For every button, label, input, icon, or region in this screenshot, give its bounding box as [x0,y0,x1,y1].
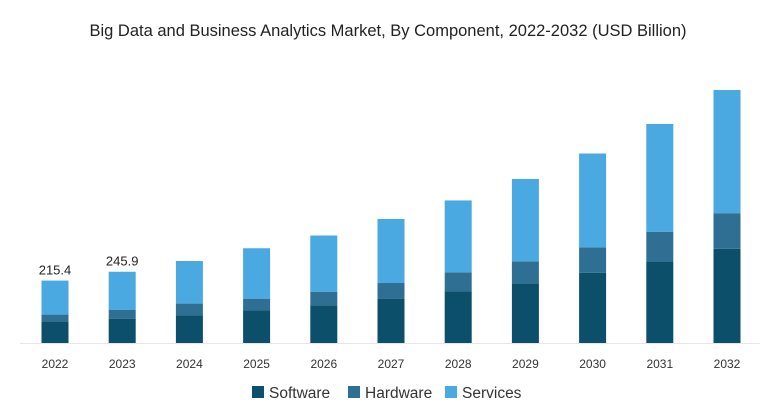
bar-software-2030 [579,272,607,343]
bar-services-2029 [511,178,539,262]
bar-services-2026 [310,235,338,292]
bar-hardware-2028 [444,272,472,292]
chart-title: Big Data and Business Analytics Market, … [89,22,686,40]
bar-services-2028 [444,200,472,273]
bar-services-2027 [377,218,405,284]
bar-software-2024 [175,315,203,343]
bar-hardware-2031 [646,231,674,262]
bar-services-2024 [175,260,203,304]
bar-software-2029 [511,283,539,343]
x-tick-label: 2024 [176,357,203,371]
bar-hardware-2029 [511,261,539,284]
bar-services-2032 [713,90,741,214]
bar-hardware-2023 [108,309,136,319]
bar-software-2022 [41,321,69,343]
data-label-2022: 215.4 [39,263,72,278]
bar-hardware-2032 [713,213,741,249]
x-tick-label: 2026 [310,357,337,371]
bar-services-2030 [579,153,607,248]
bar-services-2031 [646,123,674,232]
bar-services-2023 [108,271,136,310]
data-label-2023: 245.9 [106,254,139,269]
bar-software-2032 [713,248,741,343]
legend-label-hardware: Hardware [365,385,432,402]
bar-hardware-2026 [310,291,338,306]
legend-swatch-hardware [348,386,360,398]
bar-services-2022 [41,280,69,315]
legend: Software Hardware Services [252,385,522,402]
bar-hardware-2022 [41,314,69,322]
bar-software-2025 [243,310,271,343]
bar-hardware-2027 [377,283,405,299]
x-tick-label: 2022 [42,357,69,371]
bar-hardware-2030 [579,247,607,273]
bar-software-2023 [108,318,136,343]
bar-software-2031 [646,261,674,343]
bar-software-2026 [310,305,338,343]
x-tick-label: 2030 [579,357,606,371]
x-tick-label: 2029 [512,357,539,371]
x-tick-label: 2031 [646,357,673,371]
legend-swatch-services [445,386,457,398]
bar-hardware-2024 [175,303,203,316]
legend-label-services: Services [462,385,522,402]
x-tick-label: 2032 [714,357,741,371]
x-tick-label: 2027 [378,357,405,371]
x-tick-label: 2028 [445,357,472,371]
bar-services-2025 [243,248,271,299]
x-tick-label: 2023 [109,357,136,371]
bar-software-2027 [377,298,405,343]
legend-label-software: Software [269,385,330,402]
x-tick-label: 2025 [243,357,270,371]
bar-hardware-2025 [243,298,271,311]
bar-software-2028 [444,291,472,343]
legend-swatch-software [252,386,264,398]
